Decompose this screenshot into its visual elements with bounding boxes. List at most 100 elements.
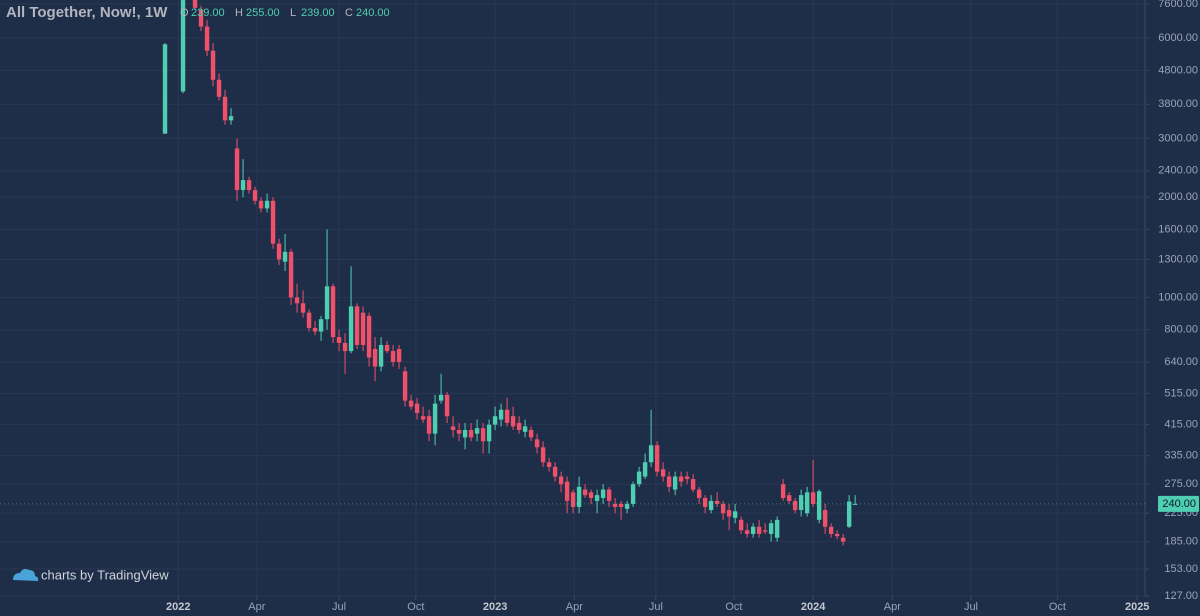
ohlc-label: H [235, 7, 243, 19]
x-tick-label: 2022 [166, 601, 190, 613]
candle-body [504, 409, 510, 423]
last-price-tag [1158, 495, 1199, 512]
candle-body [522, 426, 528, 432]
y-tick-label: 1300.00 [1158, 253, 1198, 265]
chart-title: All Together, Now!, 1W [6, 4, 168, 21]
candle-body [234, 148, 240, 191]
candle-body [210, 50, 216, 80]
candle-body [690, 479, 696, 490]
candle-body [648, 445, 654, 463]
grid [0, 0, 1145, 597]
candle-body [330, 286, 336, 338]
watermark-logo [13, 569, 39, 581]
x-tick-label: 2023 [483, 601, 507, 613]
header: All Together, Now!, 1W O 239.00 H 255.00 L 23… [6, 4, 390, 21]
candle-body [804, 492, 810, 514]
candle-body [276, 243, 282, 260]
candle-body [240, 180, 246, 191]
candle-body [198, 9, 204, 27]
y-tick-label: 335.00 [1164, 450, 1198, 462]
candle-body [348, 306, 354, 352]
y-tick-label: 4800.00 [1158, 64, 1198, 76]
y-tick-label: 3000.00 [1158, 132, 1198, 144]
y-tick-label: 127.00 [1164, 590, 1198, 602]
candle-body [696, 489, 702, 499]
candle-body [324, 286, 330, 320]
x-tick-label: Oct [1049, 601, 1066, 613]
ohlc-value: 239.00 [301, 7, 335, 19]
candle-body [786, 495, 792, 501]
candle-body [576, 486, 582, 507]
y-tick-label: 275.00 [1164, 478, 1198, 490]
candle-body [720, 503, 726, 514]
candle-body [204, 26, 210, 51]
candle-body [546, 462, 552, 467]
ohlc-label: L [290, 7, 296, 19]
y-tick-label: 515.00 [1164, 387, 1198, 399]
candle-body [678, 476, 684, 482]
candle-body [540, 447, 546, 463]
candles [162, 0, 858, 546]
candle-body [480, 428, 486, 442]
candle-body [594, 495, 600, 501]
candle-body [192, 0, 198, 8]
candle-body [516, 422, 522, 430]
y-tick-label: 7600.00 [1158, 0, 1198, 10]
x-tick-label: 2025 [1125, 601, 1149, 613]
candle-body [294, 297, 300, 304]
candle-body [780, 484, 786, 499]
candle-body [852, 503, 858, 505]
candle-body [462, 429, 468, 438]
x-tick-label: Apr [884, 601, 901, 613]
candle-body [660, 469, 666, 477]
candle-body [438, 394, 444, 401]
candle-body [618, 503, 624, 507]
candle-body [180, 0, 186, 92]
watermark-text: charts by TradingView [41, 567, 169, 582]
watermark: charts by TradingView [13, 567, 169, 582]
y-tick-label: 2400.00 [1158, 165, 1198, 177]
x-tick-label: Oct [407, 601, 424, 613]
candle-body [390, 351, 396, 362]
candle-body [288, 251, 294, 298]
candle-body [336, 337, 342, 343]
y-tick-label: 6000.00 [1158, 32, 1198, 44]
candle-body [738, 519, 744, 531]
candle-body [630, 484, 636, 504]
candle-body [408, 400, 414, 407]
candle-body [414, 403, 420, 413]
candle-body [840, 537, 846, 542]
y-tick-label: 2000.00 [1158, 191, 1198, 203]
candle-body [612, 503, 618, 507]
x-tick-label: 2024 [801, 601, 826, 613]
candle-body [432, 403, 438, 434]
candle-body [474, 428, 480, 434]
candle-body [588, 492, 594, 499]
y-tick-label: 1000.00 [1158, 291, 1198, 303]
x-tick-label: Apr [566, 601, 583, 613]
candle-body [162, 44, 168, 134]
candle-body [582, 489, 588, 496]
candle-body [822, 510, 828, 527]
x-tick-label: Oct [725, 601, 742, 613]
candle-body [396, 349, 402, 362]
candle-body [684, 476, 690, 480]
x-tick-label: Jul [649, 601, 663, 613]
candle-body [534, 439, 540, 448]
candle-body [384, 344, 390, 352]
candle-body [318, 319, 324, 332]
candle-body [270, 200, 276, 244]
candle-body [636, 471, 642, 485]
y-tick-label: 800.00 [1164, 324, 1198, 336]
candle-body [768, 523, 774, 534]
candle-body [468, 429, 474, 438]
candle-body [528, 429, 534, 438]
candle-body [354, 306, 360, 345]
candle-body [456, 429, 462, 434]
x-tick-label: Jul [964, 601, 978, 613]
candle-body [216, 79, 222, 97]
candle-body [570, 492, 576, 507]
candle-body [816, 491, 822, 520]
candle-body [306, 312, 312, 328]
